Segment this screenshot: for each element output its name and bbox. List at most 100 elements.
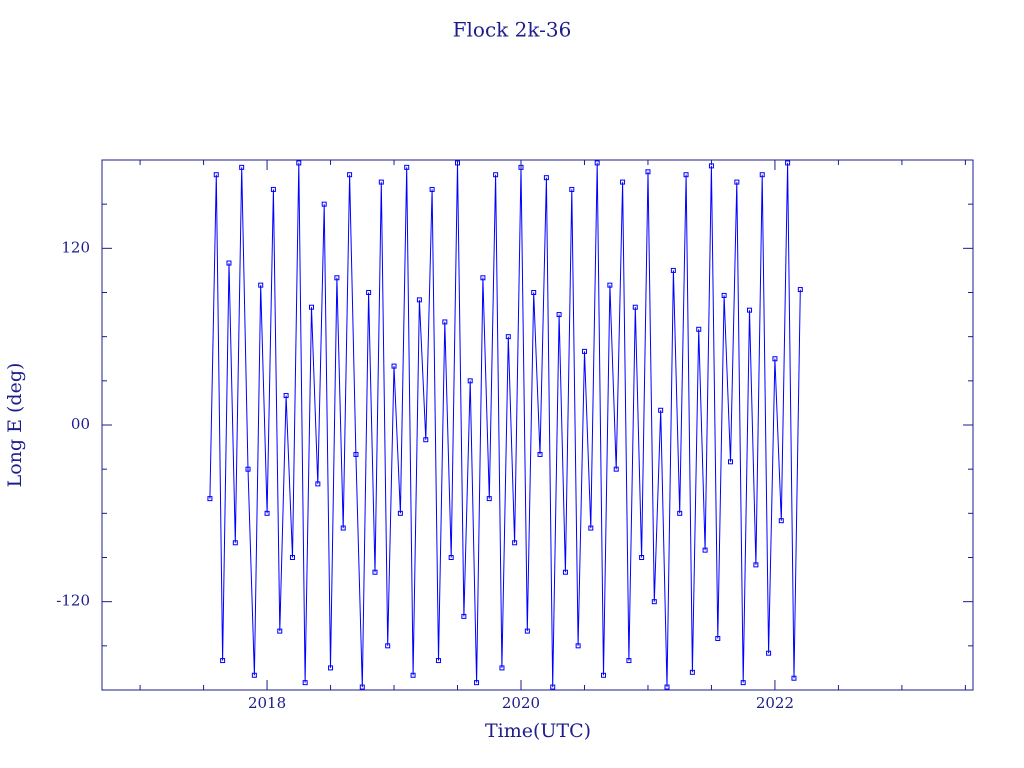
data-point <box>385 643 391 649</box>
data-point <box>296 160 302 166</box>
data-point <box>289 555 295 560</box>
data-point <box>562 569 568 575</box>
data-point <box>258 282 264 288</box>
data-point <box>639 555 645 560</box>
data-point <box>778 518 784 524</box>
data-point <box>721 292 727 298</box>
data-point <box>658 407 664 413</box>
data-point <box>512 540 518 546</box>
x-tick-label: 2018 <box>248 694 286 712</box>
data-point <box>702 547 708 553</box>
data-point <box>601 672 607 678</box>
data-point <box>543 175 549 181</box>
data-point <box>334 275 340 281</box>
data-point <box>734 179 740 185</box>
data-point <box>347 172 353 178</box>
data-point <box>429 186 435 192</box>
data-point <box>486 496 492 502</box>
data-point <box>632 304 638 310</box>
data-point <box>404 164 410 170</box>
data-point <box>620 179 626 185</box>
data-point <box>207 496 213 502</box>
data-point <box>791 675 797 681</box>
data-point <box>474 680 480 686</box>
data-point <box>448 555 454 560</box>
data-point <box>569 186 575 192</box>
data-point <box>480 275 486 281</box>
y-axis-label: Long E (deg) <box>4 363 26 488</box>
data-point <box>264 510 270 516</box>
data-point <box>613 466 619 472</box>
data-point <box>366 290 372 295</box>
data-point <box>239 164 245 170</box>
data-point <box>759 172 765 178</box>
data-point <box>645 169 651 175</box>
x-tick-label: 2022 <box>756 694 794 712</box>
data-point <box>315 481 321 487</box>
data-point <box>277 628 283 634</box>
data-point <box>575 643 581 649</box>
data-point <box>410 672 416 678</box>
data-point <box>531 290 537 295</box>
data-point <box>550 684 556 690</box>
data-point <box>213 172 219 178</box>
data-point <box>283 393 289 399</box>
data-point <box>353 451 359 457</box>
x-axis-label: Time(UTC) <box>485 720 591 742</box>
data-point <box>232 540 238 546</box>
data-point <box>727 459 733 465</box>
data-point <box>416 297 422 303</box>
data-point <box>251 672 257 678</box>
data-point <box>442 319 448 325</box>
data-point <box>524 628 530 634</box>
data-point <box>359 684 365 690</box>
data-point <box>594 160 600 166</box>
y-tick-label: 00 <box>71 415 90 433</box>
data-point <box>766 650 772 656</box>
chart-title: Flock 2k-36 <box>453 18 572 42</box>
data-point <box>328 665 334 671</box>
data-point <box>308 304 314 310</box>
data-point <box>499 665 505 671</box>
data-point <box>664 684 670 690</box>
x-tick-label: 2020 <box>502 694 540 712</box>
data-point <box>683 172 689 178</box>
data-point <box>467 378 473 384</box>
data-point <box>321 201 327 207</box>
data-point <box>245 466 251 472</box>
y-tick-label: -120 <box>56 592 90 610</box>
data-point <box>505 334 511 340</box>
y-tick-label: 120 <box>61 238 90 256</box>
data-point <box>270 186 276 192</box>
data-point <box>493 172 499 178</box>
data-point <box>785 160 791 166</box>
data-point <box>670 267 676 273</box>
data-point <box>220 658 226 664</box>
data-point <box>696 326 702 332</box>
data-point <box>581 348 587 354</box>
data-point <box>772 356 778 362</box>
data-point <box>556 312 562 318</box>
data-point <box>226 260 232 266</box>
data-point <box>753 562 759 568</box>
data-point <box>461 613 467 619</box>
data-point <box>715 635 721 641</box>
data-point <box>689 669 695 675</box>
data-point <box>302 680 308 686</box>
data-point <box>340 525 346 531</box>
data-point <box>740 680 746 686</box>
data-point <box>372 569 378 575</box>
data-point <box>651 599 657 605</box>
data-point <box>397 510 403 516</box>
data-point <box>423 437 429 443</box>
data-point <box>797 287 803 293</box>
data-point <box>435 658 441 664</box>
data-point <box>607 282 613 288</box>
data-point <box>391 363 397 369</box>
data-point <box>537 451 543 457</box>
data-point <box>747 307 753 313</box>
data-line <box>209 162 801 688</box>
data-point <box>626 658 632 664</box>
data-point <box>588 525 594 531</box>
